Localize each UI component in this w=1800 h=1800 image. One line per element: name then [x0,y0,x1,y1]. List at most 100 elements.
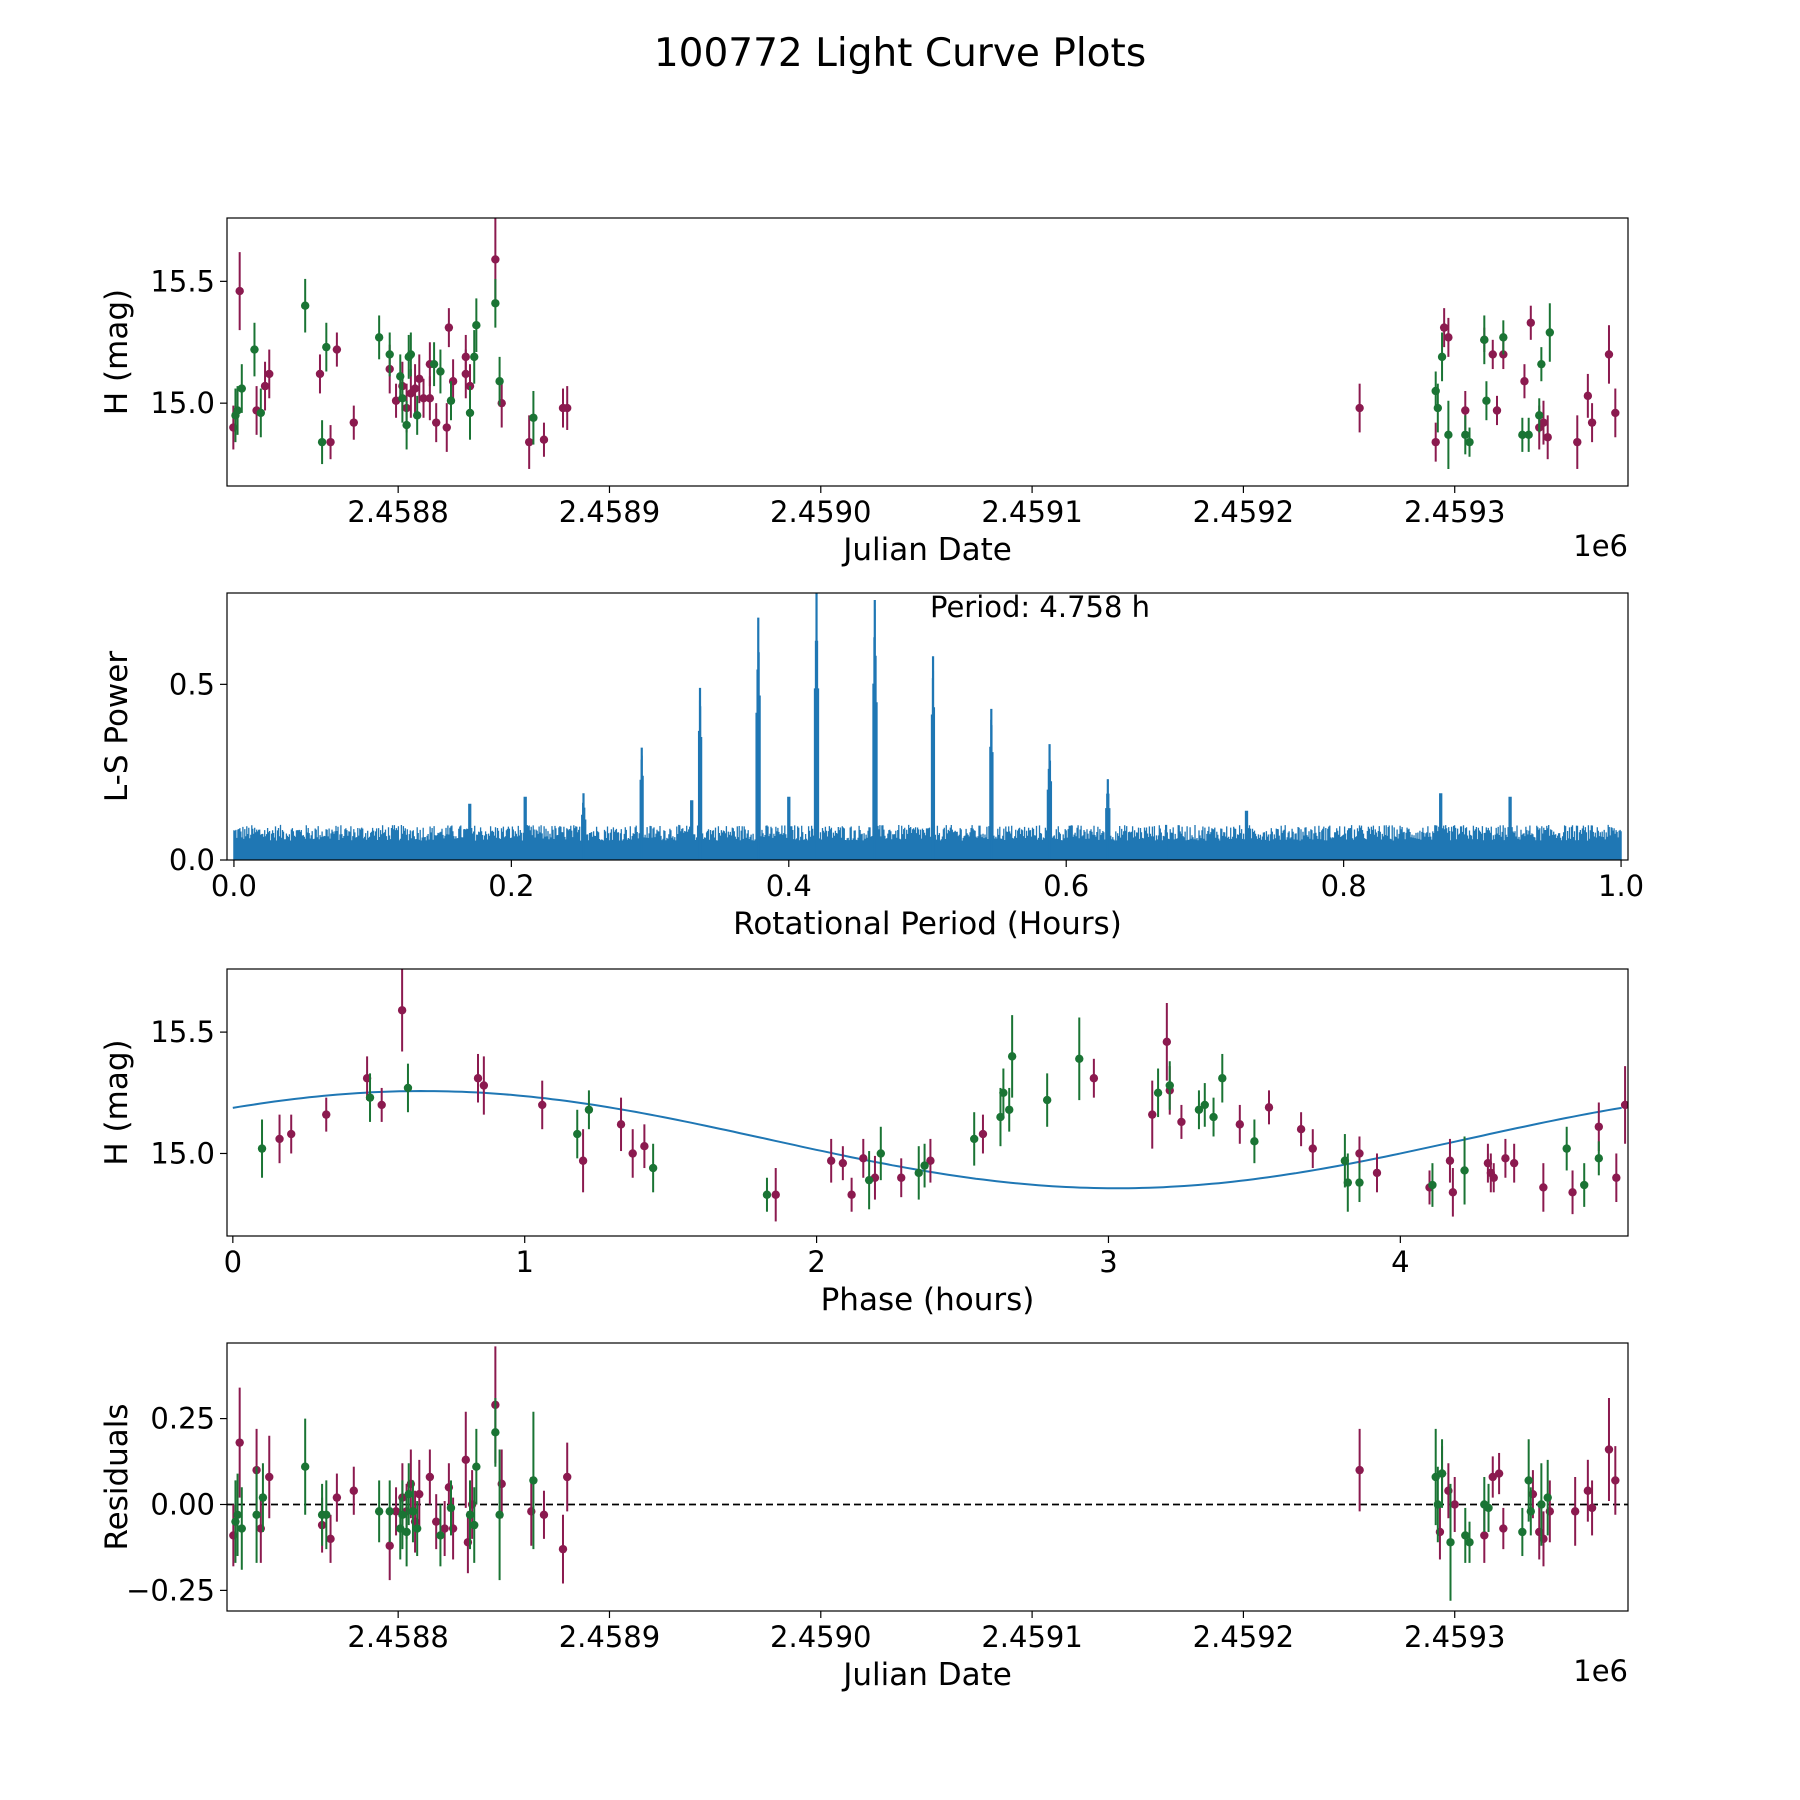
x-tick-label: 2.4593 [1404,495,1505,529]
data-point [326,437,335,447]
data-point [257,1144,267,1153]
data-point [838,1158,848,1168]
data-point [1444,333,1453,342]
y-axis-label: L-S Power [99,651,135,802]
data-point [1372,1168,1382,1178]
y-tick-label: 15.0 [150,386,215,420]
x-tick-label: 2.4591 [981,1620,1082,1654]
data-point [472,321,481,330]
data-point [1537,1500,1546,1509]
data-point [470,1520,479,1530]
data-point [446,1503,456,1513]
data-point [1355,1149,1364,1158]
data-point [1587,418,1597,427]
data-point [260,381,270,391]
x-tick-label: 0 [224,1245,242,1279]
x-tick-label: 0.0 [211,869,257,903]
data-point [412,1524,422,1533]
data-point [412,411,422,420]
data-point [1480,1531,1489,1540]
x-offset-label: 1e6 [1573,529,1628,563]
data-point [1165,1081,1174,1090]
data-point [300,1462,310,1471]
data-point [446,396,456,405]
data-point [317,437,327,447]
data-point [397,1006,407,1015]
x-offset-label: 1e6 [1573,1654,1628,1688]
data-point [1250,1137,1259,1146]
x-tick-label: 2.4590 [770,495,871,529]
data-point [1465,437,1474,447]
data-point [1148,1110,1157,1119]
x-tick-label: 2.4589 [559,495,660,529]
data-point [1218,1074,1227,1083]
data-point [1545,328,1555,337]
data-point [258,1493,268,1502]
data-point [1153,1088,1163,1097]
data-point [473,1074,483,1083]
data-point [524,437,534,447]
data-point [1620,1100,1628,1110]
data-point [1355,1178,1364,1187]
data-point [1604,350,1614,359]
data-point [300,301,310,310]
lightcurve-panel: 2.4588 2.4589 2.4590 2.4591 2.4592 2.4593 15.0… [99,217,1629,568]
data-point [491,1428,500,1437]
data-point [444,323,454,332]
x-tick-label: 2.4588 [347,495,448,529]
data-point [1461,430,1470,440]
data-point [436,367,445,376]
data-point [1539,1183,1548,1192]
data-point [385,350,394,359]
data-point [1518,1527,1527,1537]
data-point [1075,1054,1084,1064]
data-point [1580,1180,1589,1190]
data-point [465,1510,475,1519]
x-tick-label: 2.4591 [981,495,1082,529]
data-point [465,408,475,418]
data-point [771,1190,780,1199]
data-point [1235,1120,1245,1129]
data-point [573,1129,582,1139]
data-point [1007,1052,1017,1061]
model-curve [232,1089,1622,1190]
data-point [332,345,342,354]
y-tick-label: 0.5 [169,667,215,701]
data-point [1042,1095,1052,1105]
data-point [1570,1507,1580,1516]
data-point [1501,1154,1510,1163]
data-point [1499,333,1508,342]
data-layer [229,1346,1620,1601]
data-point [1583,391,1593,401]
data-point [578,1156,588,1165]
data-point [1535,411,1544,420]
x-axis-label: Phase (hours) [821,1282,1035,1318]
data-point [391,396,401,405]
data-point [237,384,246,393]
data-point [326,1534,335,1544]
data-point [1177,1117,1186,1127]
data-point [419,394,428,403]
x-tick-label: 2.4592 [1193,495,1294,529]
axes-frame [226,968,1629,1237]
data-point [404,1489,413,1499]
axes-frame [226,592,1629,861]
data-point [442,423,451,432]
data-point [349,418,358,427]
data-point [1162,1037,1172,1047]
y-tick-label: 0.0 [169,843,215,877]
data-point [1539,418,1548,427]
y-tick-label: −0.25 [126,1573,215,1607]
data-point [1611,1476,1620,1485]
y-tick-label: 15.5 [150,1015,215,1049]
data-point [374,333,384,342]
y-tick-label: 0.00 [150,1487,215,1521]
data-point [235,1438,244,1447]
data-point [648,1163,658,1173]
data-point [1433,1500,1443,1509]
data-point [479,1081,489,1090]
periodogram-line [233,593,1622,860]
data-point [1448,1188,1458,1197]
data-point [398,1510,407,1519]
data-point [1612,1173,1621,1182]
